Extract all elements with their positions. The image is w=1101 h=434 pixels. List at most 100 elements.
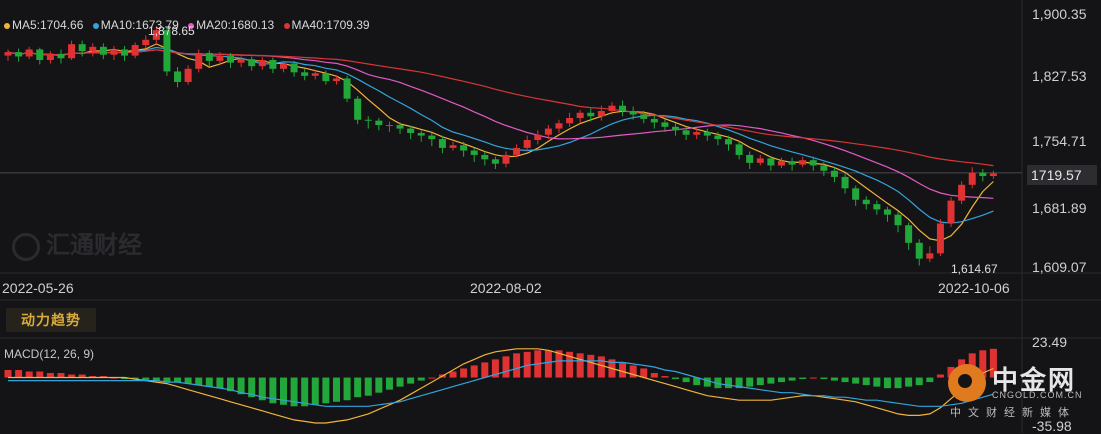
macd-bar: [78, 374, 86, 378]
candle-body: [905, 225, 913, 243]
macd-bar: [184, 377, 192, 384]
candle-body: [396, 125, 404, 129]
candle-body: [237, 59, 245, 63]
candle-body: [46, 53, 54, 61]
candle-body: [587, 112, 595, 117]
candle-body: [15, 52, 23, 57]
candle-body: [597, 110, 605, 117]
macd-bar: [354, 377, 362, 398]
macd-bar: [322, 377, 330, 404]
macd-bar: [703, 377, 711, 387]
macd-bar: [385, 377, 393, 390]
candle-body: [703, 132, 711, 136]
candle-body: [470, 150, 478, 155]
candle-body: [57, 53, 65, 59]
candle-body: [502, 154, 510, 164]
candle-body: [322, 73, 330, 82]
high-annotation: 1,878.65: [148, 24, 195, 38]
watermark-text: 汇通财经: [46, 232, 142, 259]
candle-body: [216, 55, 224, 61]
macd-bar: [725, 377, 733, 389]
candle-body: [523, 139, 531, 148]
macd-bar: [894, 377, 902, 389]
macd-bar: [311, 377, 319, 405]
price-tick: 1,827.53: [1032, 68, 1087, 84]
candle-body: [830, 170, 838, 177]
candle-body: [279, 63, 287, 69]
candle-body: [714, 135, 722, 140]
macd-bar: [936, 374, 944, 378]
candle-body: [248, 59, 256, 67]
macd-bar: [174, 377, 182, 383]
candle-body: [958, 184, 966, 201]
candle-body: [619, 105, 627, 111]
candle-body: [205, 52, 213, 61]
candle-body: [375, 120, 383, 126]
watermark: 汇通财经: [12, 225, 142, 261]
macd-bar: [841, 377, 849, 383]
macd-bar: [502, 356, 510, 378]
macd-bar: [248, 377, 256, 398]
macd-bar: [396, 377, 404, 387]
candle-body: [682, 130, 690, 135]
candle-body: [693, 132, 701, 135]
macd-bar: [417, 377, 425, 381]
candle-body: [661, 122, 669, 127]
macd-bar: [163, 377, 171, 383]
candle-body: [767, 158, 775, 166]
legend-ma20: MA20:1680.13: [188, 18, 274, 32]
price-tick: 1,609.07: [1032, 259, 1087, 275]
macd-bar: [629, 365, 637, 378]
candle-body: [672, 126, 680, 131]
low-annotation: 1,614.67: [951, 262, 998, 276]
candle-body: [152, 30, 160, 40]
candle-body: [142, 39, 150, 46]
candle-body: [756, 158, 764, 163]
candle-body: [269, 60, 277, 69]
trend-indicator-button[interactable]: 动力趋势: [6, 308, 96, 332]
macd-bar: [650, 373, 658, 378]
macd-bar: [852, 377, 860, 384]
date-tick: 2022-08-02: [470, 280, 542, 296]
candle-body: [25, 49, 33, 57]
macd-bar: [619, 362, 627, 378]
macd-bar: [343, 377, 351, 401]
candle-body: [566, 118, 574, 124]
macd-bar: [279, 377, 287, 405]
macd-bar: [905, 377, 913, 387]
candle-body: [820, 165, 828, 171]
macd-bar: [89, 376, 97, 378]
macd-bar: [227, 377, 235, 392]
candle-body: [110, 49, 118, 55]
macd-bar: [491, 359, 499, 378]
candle-body: [78, 44, 86, 52]
macd-bar: [544, 350, 552, 378]
macd-bar: [989, 348, 997, 378]
price-tick: 1,681.89: [1032, 200, 1087, 216]
candle-body: [841, 176, 849, 189]
candle-body: [915, 242, 923, 259]
candle-body: [926, 253, 934, 259]
macd-bar: [756, 377, 764, 386]
macd-tick-bottom: -35.98: [1032, 418, 1072, 434]
watermark-logo-icon: [12, 232, 40, 261]
macd-bar: [830, 377, 838, 381]
macd-bar: [195, 377, 203, 386]
macd-bar: [777, 377, 785, 383]
candle-body: [438, 139, 446, 148]
candle-body: [227, 55, 235, 63]
macd-bar: [460, 368, 468, 378]
candle-body: [428, 135, 436, 140]
candle-body: [89, 46, 97, 52]
candle-body: [799, 160, 807, 165]
macd-bar: [375, 377, 383, 393]
macd-bar: [523, 351, 531, 378]
macd-bar: [290, 377, 298, 407]
candle-body: [968, 172, 976, 185]
macd-bar: [746, 377, 754, 387]
macd-bar: [428, 377, 436, 379]
date-tick: 2022-10-06: [938, 280, 1010, 296]
macd-bar: [25, 371, 33, 378]
